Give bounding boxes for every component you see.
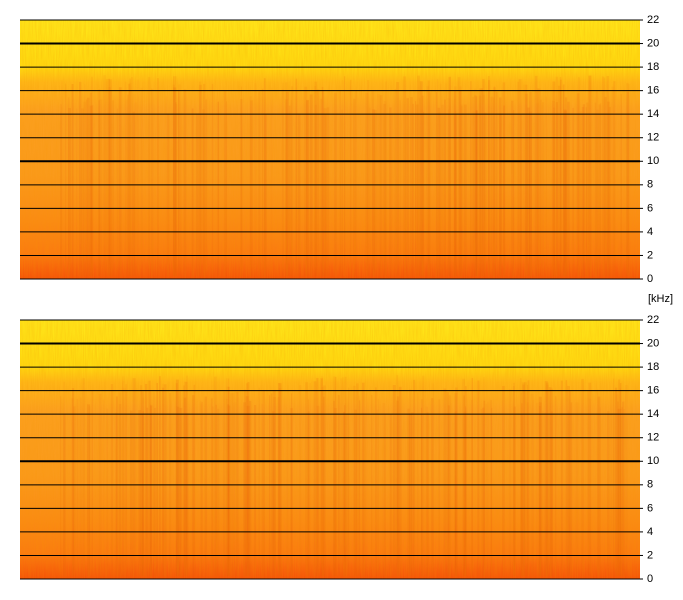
y-axis-label: [kHz] xyxy=(648,293,673,305)
texture xyxy=(20,20,640,279)
y-tick-label: 22 xyxy=(647,314,659,326)
y-tick-label: 8 xyxy=(647,179,653,191)
y-tick-label: 22 xyxy=(647,14,659,26)
y-tick-label: 12 xyxy=(647,132,659,144)
texture xyxy=(20,320,640,579)
y-tick-label: 2 xyxy=(647,549,653,561)
y-tick-label: 0 xyxy=(647,573,653,585)
y-tick-label: 12 xyxy=(647,432,659,444)
y-tick-label: 14 xyxy=(647,408,659,420)
y-tick-label: 8 xyxy=(647,479,653,491)
y-tick-label: 16 xyxy=(647,85,659,97)
y-tick-label: 18 xyxy=(647,361,659,373)
y-tick-label: 4 xyxy=(647,226,653,238)
y-tick-label: 20 xyxy=(647,337,659,349)
y-tick-label: 16 xyxy=(647,385,659,397)
y-tick-label: 20 xyxy=(647,37,659,49)
y-tick-label: 4 xyxy=(647,526,653,538)
y-tick-label: 14 xyxy=(647,108,659,120)
y-tick-label: 10 xyxy=(647,455,659,467)
y-tick-label: 6 xyxy=(647,502,653,514)
y-tick-label: 6 xyxy=(647,202,653,214)
y-tick-label: 2 xyxy=(647,249,653,261)
y-tick-label: 0 xyxy=(647,273,653,285)
y-tick-label: 10 xyxy=(647,155,659,167)
y-tick-label: 18 xyxy=(647,61,659,73)
